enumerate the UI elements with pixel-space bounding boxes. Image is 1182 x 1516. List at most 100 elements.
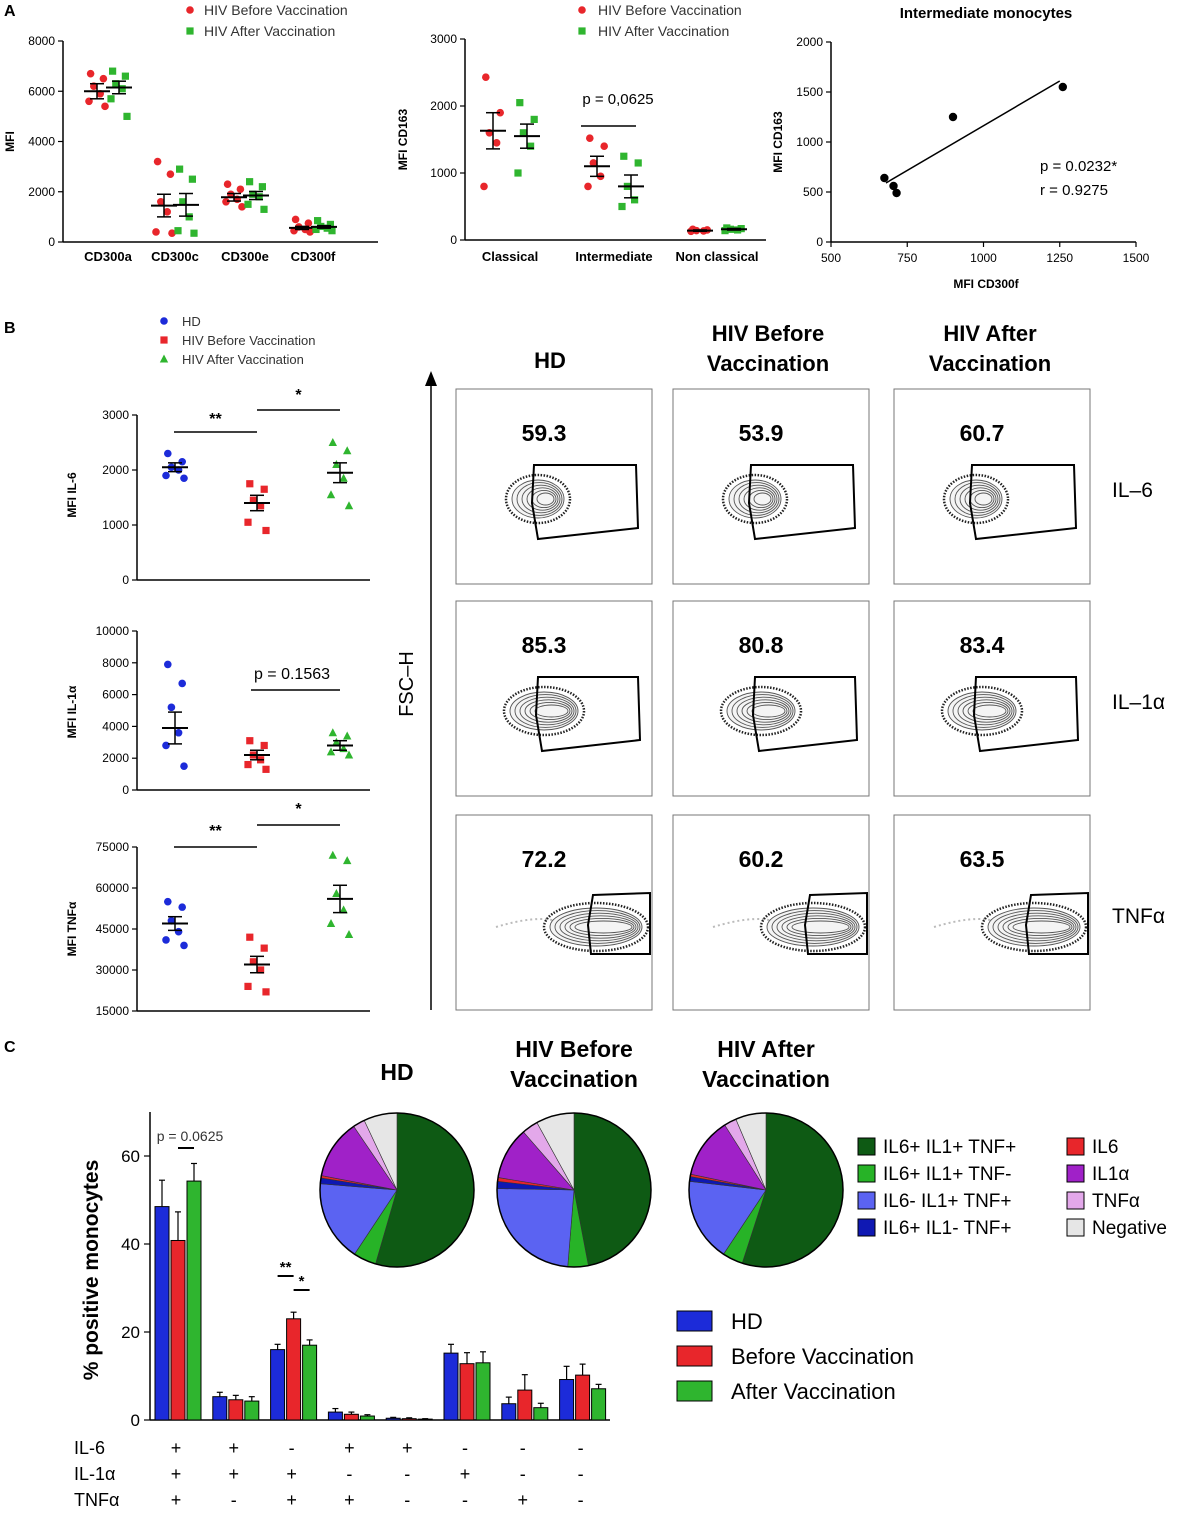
c-bar-row-label: IL-6 bbox=[74, 1438, 105, 1458]
flow-density-contour bbox=[564, 915, 637, 939]
b1-point bbox=[257, 502, 265, 510]
b2-point bbox=[244, 760, 252, 769]
b2-point bbox=[167, 703, 176, 712]
b2-point bbox=[174, 728, 183, 737]
flow-density-contour bbox=[738, 484, 778, 514]
b2-y-tick-label: 0 bbox=[122, 783, 129, 797]
flow-density-contour bbox=[786, 917, 852, 937]
flow-density-contour bbox=[733, 482, 780, 516]
c-pie-slice bbox=[573, 1112, 652, 1266]
a2-legend-marker bbox=[578, 27, 586, 35]
a1-point bbox=[185, 213, 193, 221]
b-legend-marker bbox=[160, 336, 168, 344]
c-bar-category-symbol: + bbox=[518, 1490, 529, 1510]
a2-point bbox=[480, 182, 488, 191]
a1-point bbox=[260, 205, 268, 213]
a3-point bbox=[889, 181, 898, 191]
flow-density-contour bbox=[529, 701, 571, 721]
a1-point bbox=[101, 102, 109, 111]
b3-point bbox=[257, 966, 265, 974]
flow-gate-percent: 60.7 bbox=[960, 420, 1005, 446]
flow-density-contour bbox=[521, 484, 561, 514]
flow-gate bbox=[803, 891, 868, 955]
c-pie-outline bbox=[319, 1112, 475, 1268]
flow-density-contour bbox=[781, 915, 854, 939]
b1-point bbox=[339, 473, 348, 482]
a1-point bbox=[123, 112, 131, 120]
b2-point bbox=[262, 765, 270, 773]
c-pie-legend-label: IL6 bbox=[1092, 1137, 1118, 1158]
a1-y-tick-label: 0 bbox=[48, 235, 55, 249]
a1-point bbox=[314, 217, 322, 225]
b2-p-value: p = 0.1563 bbox=[254, 666, 330, 683]
a2-legend-label: HIV After Vaccination bbox=[598, 23, 729, 39]
b2-y-tick-label: 6000 bbox=[102, 688, 129, 702]
c-bar bbox=[501, 1403, 517, 1421]
a1-point bbox=[118, 85, 126, 93]
flow-density-contour bbox=[746, 701, 788, 721]
c-bar-category-symbol: + bbox=[171, 1490, 182, 1510]
flow-gate-percent: 80.8 bbox=[739, 632, 784, 658]
b3-y-tick-label: 75000 bbox=[96, 840, 130, 854]
b2-point bbox=[260, 741, 268, 750]
b3-y-tick-label: 30000 bbox=[96, 963, 130, 977]
flow-density-contour bbox=[569, 917, 635, 937]
flow-density-contour bbox=[751, 704, 786, 718]
a1-point bbox=[176, 165, 184, 173]
panel-label-a: A bbox=[4, 3, 16, 20]
c-pie-legend-label: TNFα bbox=[1092, 1191, 1140, 1212]
c-bar bbox=[154, 1206, 170, 1421]
c-bar-legend-swatch bbox=[676, 1345, 713, 1367]
a2-category-label: Non classical bbox=[675, 249, 758, 264]
a1-point bbox=[304, 219, 313, 227]
a2-y-tick-label: 3000 bbox=[430, 32, 457, 46]
c-bar bbox=[343, 1413, 359, 1421]
a1-category-label: CD300f bbox=[291, 249, 336, 264]
b1-point bbox=[164, 449, 172, 458]
b1-point bbox=[180, 474, 188, 483]
a3-x-tick-label: 1500 bbox=[1123, 251, 1150, 265]
c-bar-y-tick-label: 60 bbox=[121, 1147, 140, 1166]
c-bar-legend-swatch bbox=[676, 1380, 713, 1402]
c-bar-p-value: p = 0.0625 bbox=[157, 1128, 224, 1144]
b1-point bbox=[178, 457, 186, 466]
a2-y-label: MFI CD163 bbox=[396, 109, 410, 171]
c-bar-y-tick-label: 0 bbox=[131, 1411, 140, 1430]
flow-density-contour bbox=[514, 694, 577, 728]
c-pie-legend-swatch bbox=[1066, 1164, 1085, 1183]
a3-title: Intermediate monocytes bbox=[900, 5, 1073, 22]
b2-point bbox=[332, 737, 341, 746]
c-pie-outline bbox=[688, 1112, 844, 1268]
flow-column-title: HD bbox=[534, 348, 566, 373]
c-pie-legend-swatch bbox=[1066, 1218, 1085, 1237]
b2-y-tick-label: 4000 bbox=[102, 719, 129, 733]
c-pie-title: HD bbox=[380, 1059, 413, 1085]
flow-density-contour bbox=[972, 704, 1007, 718]
panel-label-c: C bbox=[4, 1039, 16, 1056]
a3-x-tick-label: 500 bbox=[821, 251, 841, 265]
a1-point bbox=[258, 183, 266, 191]
a2-point bbox=[496, 108, 505, 117]
a3-y-tick-label: 2000 bbox=[796, 35, 823, 49]
a1-y-label: MFI bbox=[3, 131, 17, 152]
a3-p-value: p = 0.0232* bbox=[1040, 158, 1117, 175]
a1-point bbox=[174, 227, 182, 235]
flow-density-outer bbox=[542, 901, 650, 953]
flow-gate-percent: 53.9 bbox=[739, 420, 784, 446]
c-bar bbox=[244, 1400, 260, 1421]
a2-point bbox=[620, 152, 628, 160]
c-bar-category-symbol: - bbox=[578, 1438, 584, 1458]
a3-y-tick-label: 1500 bbox=[796, 85, 823, 99]
flow-density-contour bbox=[992, 910, 1079, 944]
b1-point bbox=[326, 490, 336, 499]
flow-gate bbox=[534, 676, 642, 753]
a1-point bbox=[326, 220, 334, 229]
flow-density-contour bbox=[997, 912, 1077, 942]
b2-point bbox=[164, 660, 172, 669]
c-pie-legend-label: IL6+ IL1+ TNF- bbox=[883, 1164, 1012, 1185]
flow-density-outer bbox=[940, 685, 1024, 737]
a1-point bbox=[107, 95, 115, 103]
a3-point bbox=[1058, 82, 1068, 92]
b1-y-tick-label: 2000 bbox=[102, 463, 129, 477]
a1-point bbox=[238, 203, 246, 211]
